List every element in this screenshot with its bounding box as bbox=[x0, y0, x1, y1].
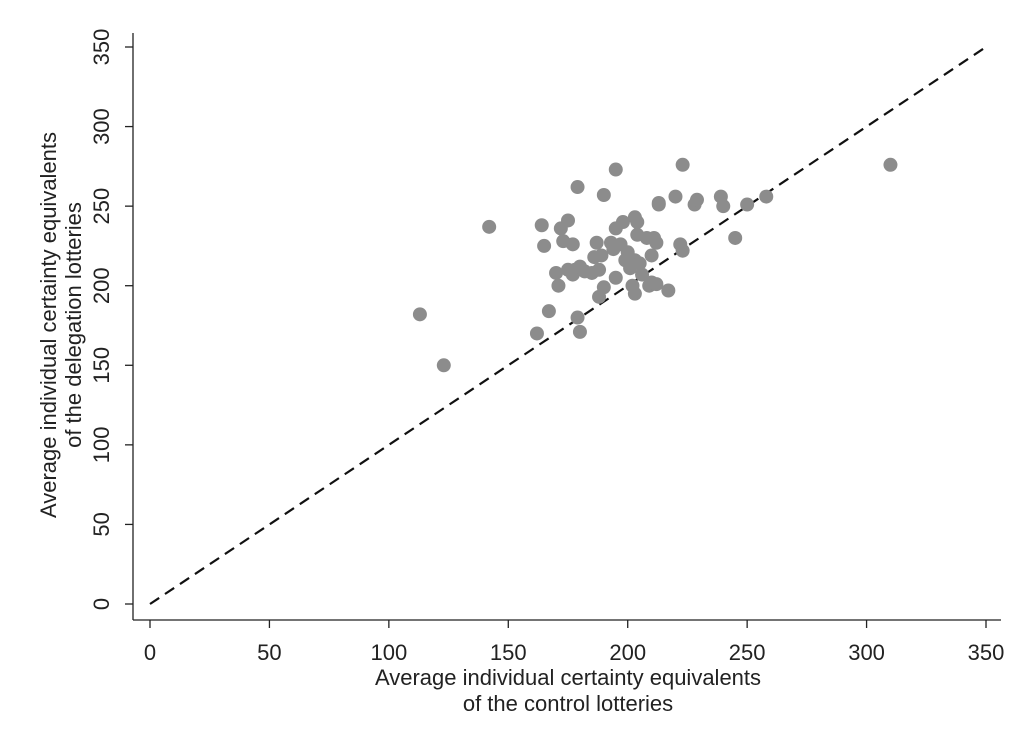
data-point bbox=[635, 267, 650, 282]
data-point bbox=[549, 265, 564, 280]
data-point bbox=[668, 189, 683, 204]
data-point bbox=[651, 195, 666, 210]
x-tick-label: 250 bbox=[729, 640, 766, 665]
y-axis-title-line-2: of the delegation lotteries bbox=[61, 202, 86, 448]
axes bbox=[132, 33, 1001, 621]
data-point bbox=[537, 238, 552, 253]
data-point bbox=[728, 230, 743, 245]
reference-line-45deg bbox=[149, 46, 987, 605]
data-point bbox=[689, 192, 704, 207]
x-tick-label: 100 bbox=[370, 640, 407, 665]
x-tick-label: 350 bbox=[968, 640, 1005, 665]
data-point bbox=[436, 358, 451, 373]
data-point bbox=[627, 286, 642, 301]
data-point bbox=[615, 215, 630, 230]
data-point bbox=[482, 219, 497, 234]
y-tick-label: 250 bbox=[89, 188, 114, 225]
data-point bbox=[608, 162, 623, 177]
x-tick-label: 150 bbox=[490, 640, 527, 665]
data-point bbox=[644, 248, 659, 263]
y-tick-label: 150 bbox=[89, 347, 114, 384]
y-axis-title-line-1: Average individual certainty equivalents bbox=[36, 132, 61, 518]
data-point bbox=[534, 218, 549, 233]
points-layer bbox=[412, 157, 898, 373]
data-point bbox=[740, 197, 755, 212]
data-point bbox=[551, 278, 566, 293]
x-tick-label: 0 bbox=[144, 640, 156, 665]
x-axis-title-line-2: of the control lotteries bbox=[463, 691, 673, 716]
x-ticks: 0 50 100 150 200 250 300 350 bbox=[144, 620, 1004, 665]
y-tick-label: 0 bbox=[89, 598, 114, 610]
y-tick-label: 50 bbox=[89, 512, 114, 536]
data-point bbox=[570, 180, 585, 195]
y-ticks: 0 50 100 150 200 250 300 350 bbox=[89, 29, 133, 610]
data-point bbox=[596, 188, 611, 203]
data-point bbox=[661, 283, 676, 298]
y-tick-label: 100 bbox=[89, 426, 114, 463]
data-point bbox=[608, 270, 623, 285]
x-tick-label: 50 bbox=[257, 640, 281, 665]
x-tick-label: 200 bbox=[609, 640, 646, 665]
data-point bbox=[883, 157, 898, 172]
x-axis-title-line-1: Average individual certainty equivalents bbox=[375, 665, 761, 690]
data-point bbox=[596, 280, 611, 295]
data-point bbox=[561, 213, 575, 228]
x-tick-label: 300 bbox=[848, 640, 885, 665]
data-point bbox=[592, 262, 607, 277]
y-tick-label: 300 bbox=[89, 108, 114, 145]
data-point bbox=[412, 307, 427, 322]
y-tick-label: 200 bbox=[89, 267, 114, 304]
y-tick-label: 350 bbox=[89, 29, 114, 66]
data-point bbox=[572, 324, 587, 339]
data-point bbox=[649, 277, 664, 292]
data-point bbox=[565, 237, 580, 252]
data-point bbox=[675, 157, 690, 172]
data-point bbox=[570, 310, 585, 325]
data-point bbox=[594, 248, 609, 263]
reference-layer bbox=[149, 46, 987, 605]
data-point bbox=[759, 189, 774, 204]
data-point bbox=[716, 199, 731, 214]
data-point bbox=[589, 235, 604, 250]
data-point bbox=[649, 235, 664, 250]
data-point bbox=[675, 243, 690, 258]
axis-titles: Average individual certainty equivalents… bbox=[36, 132, 761, 716]
data-point bbox=[541, 304, 556, 319]
data-point bbox=[630, 215, 645, 230]
data-point bbox=[529, 326, 544, 341]
data-point bbox=[632, 256, 647, 271]
